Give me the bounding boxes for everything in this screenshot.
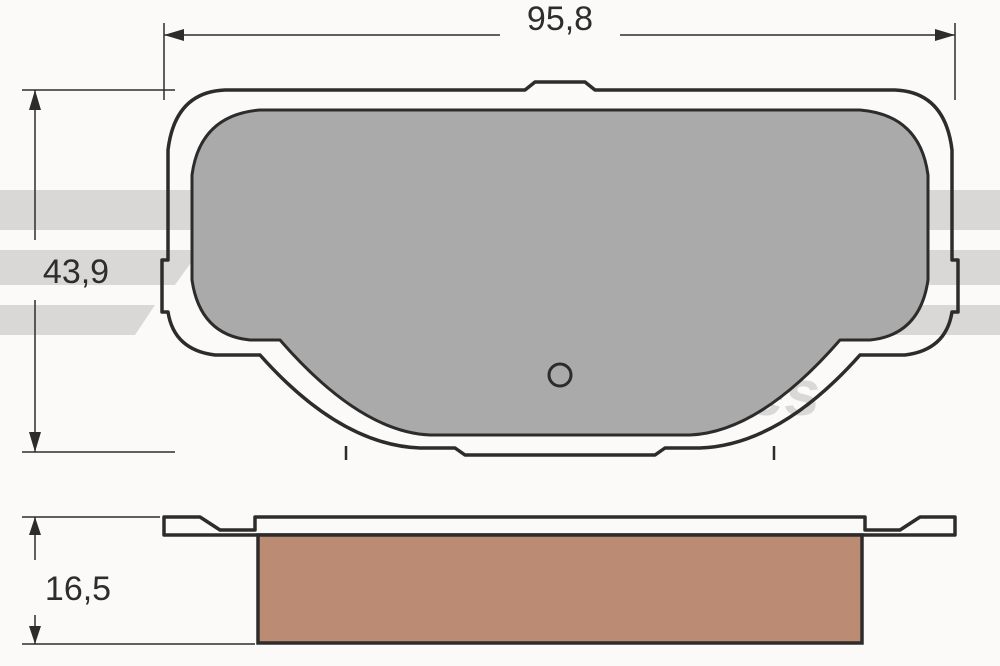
brake-pad-front bbox=[162, 82, 958, 460]
technical-drawing: TOMEX brakes 95,8 43,9 bbox=[0, 0, 1000, 666]
dim-thickness-label: 16,5 bbox=[45, 570, 111, 608]
dim-height-label: 43,9 bbox=[43, 253, 109, 291]
brake-pad-side bbox=[164, 517, 955, 643]
dim-width-label: 95,8 bbox=[527, 0, 593, 38]
